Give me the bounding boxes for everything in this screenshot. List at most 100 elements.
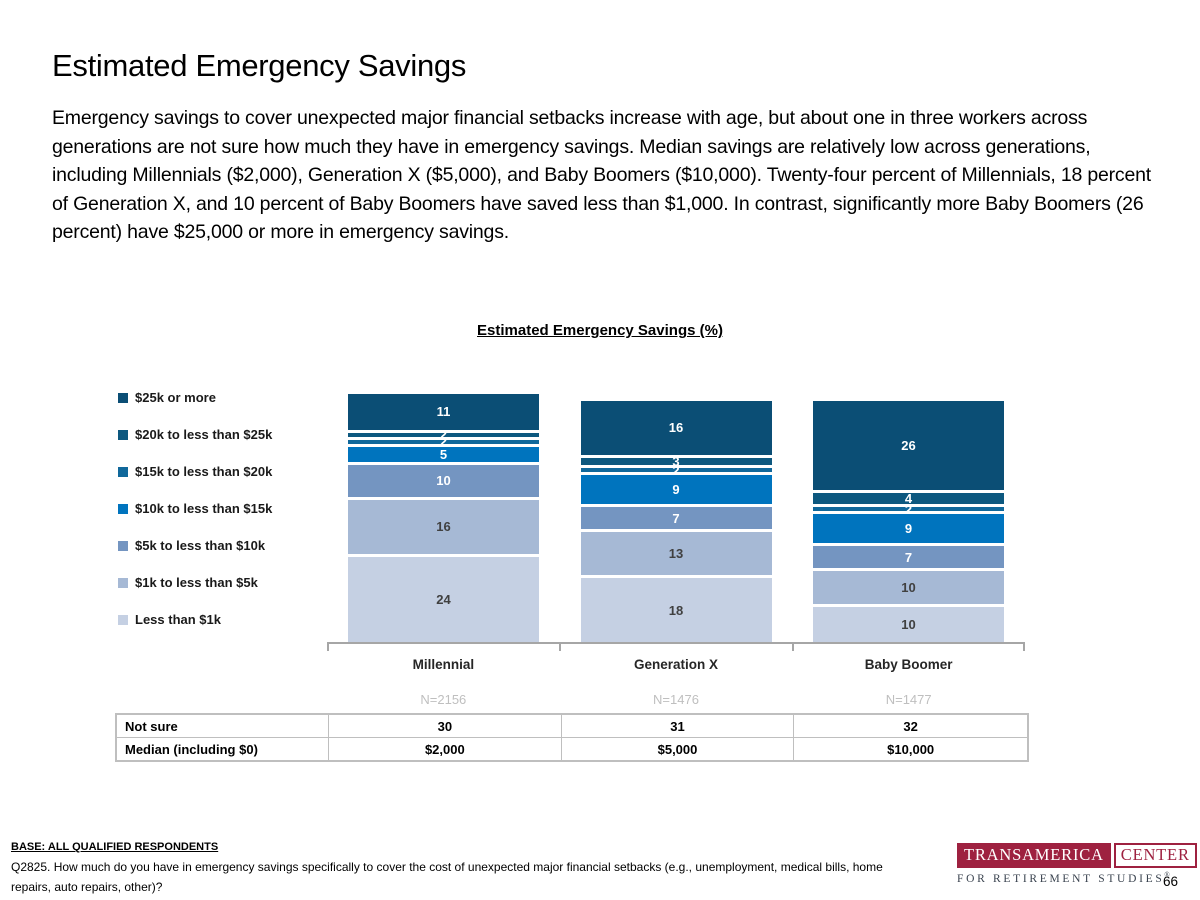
table-cell: 31: [561, 715, 795, 738]
question-note: Q2825. How much do you have in emergency…: [11, 860, 883, 894]
axis-tick: [1023, 642, 1025, 651]
category-labels: Millennial Generation X Baby Boomer: [327, 657, 1025, 672]
bar-segment: 9: [580, 475, 772, 508]
summary-table: Not sure 30 31 32 Median (including $0) $2,00…: [115, 713, 1029, 762]
bar-segment: 26: [813, 400, 1004, 494]
segment-value: 26: [901, 437, 916, 453]
segment-value: 7: [672, 510, 680, 526]
table-cell: $5,000: [562, 738, 795, 760]
chart-title: Estimated Emergency Savings (%): [477, 322, 723, 339]
logo-row: TRANSAMERICA CENTER: [957, 843, 1197, 868]
sample-size-labels: N=2156 N=1476 N=1477: [327, 692, 1025, 707]
legend-item: Less than $1k: [118, 601, 272, 638]
legend-label: $5k to less than $10k: [135, 538, 266, 553]
bar-segment: 2: [580, 464, 772, 477]
bar-segment: 7: [813, 546, 1004, 571]
registered-mark: ®: [1164, 871, 1170, 879]
legend-item: $25k or more: [118, 379, 272, 416]
segment-value: 13: [668, 546, 684, 562]
bar-generation-x: 16 3 2 9 7 13 18: [580, 400, 772, 642]
bar-segment: 4: [813, 491, 1004, 508]
bar-segment: 10: [813, 571, 1004, 607]
segment-value: 7: [904, 549, 913, 565]
segment-value: 2: [904, 501, 913, 517]
segment-value: 9: [672, 482, 680, 498]
segment-value: 9: [904, 521, 913, 537]
bar-segment: 2: [348, 435, 539, 448]
base-note: BASE: ALL QUALIFIED RESPONDENTS: [11, 841, 219, 853]
legend-swatch-icon: [118, 577, 128, 588]
legend-label: Less than $1k: [135, 612, 221, 627]
legend-label: $15k to less than $20k: [135, 464, 273, 479]
legend-label: $10k to less than $15k: [135, 501, 273, 516]
axis-tick: [327, 642, 329, 651]
segment-value: 2: [439, 434, 448, 450]
logo-tagline: FOR RETIREMENT STUDIES®: [957, 871, 1197, 885]
sample-size-label: N=1477: [885, 692, 932, 707]
legend-label: $25k or more: [135, 390, 216, 405]
legend-label: $20k to less than $25k: [135, 427, 273, 442]
legend-swatch-icon: [118, 429, 128, 440]
legend-item: $20k to less than $25k: [118, 416, 272, 453]
legend-swatch-icon: [118, 614, 128, 625]
bar-segment: 5: [348, 446, 539, 465]
category-label: Millennial: [412, 657, 475, 672]
segment-value: 11: [436, 404, 451, 420]
logo-center-text: CENTER: [1113, 843, 1197, 868]
segment-value: 18: [668, 602, 684, 618]
transamerica-center-logo: TRANSAMERICA CENTER FOR RETIREMENT STUDI…: [957, 843, 1197, 885]
legend-item: $15k to less than $20k: [118, 453, 272, 490]
bar-segment: 7: [580, 507, 772, 533]
legend-label: $1k to less than $5k: [135, 575, 258, 590]
segment-value: 24: [436, 591, 451, 607]
bar-segment: 11: [348, 393, 539, 433]
sample-size-label: N=1476: [653, 692, 699, 707]
sample-size-label: N=2156: [420, 692, 467, 707]
legend-item: $1k to less than $5k: [118, 564, 272, 601]
bar-segment: 2: [813, 503, 1004, 516]
bar-segment: 13: [580, 532, 772, 579]
legend-swatch-icon: [118, 392, 128, 403]
category-label: Baby Boomer: [864, 657, 953, 672]
segment-value: 3: [672, 453, 680, 469]
axis-tick: [791, 642, 794, 651]
logo-transamerica-text: TRANSAMERICA: [957, 843, 1111, 868]
table-row-label: Not sure: [117, 715, 329, 738]
bar-segment: 9: [813, 514, 1004, 547]
segment-value: 16: [668, 420, 684, 436]
bar-segment: 3: [580, 453, 772, 469]
legend-swatch-icon: [118, 540, 128, 551]
table-cell: 30: [329, 715, 562, 738]
axis-tick: [558, 642, 561, 651]
page-number: 66: [1163, 874, 1179, 889]
segment-value: 10: [436, 473, 451, 489]
stacked-bar-plot: 11 2 2 5 10 16 24 16 3 2 9 7 13 18 26 4 2 9 7 10 10: [327, 383, 1025, 651]
logo-tagline-text: FOR RETIREMENT STUDIES: [957, 872, 1165, 885]
bar-segment: 24: [348, 556, 539, 642]
bar-segment: 16: [580, 400, 772, 458]
table-cell: 32: [794, 715, 1027, 738]
segment-value: 10: [901, 616, 916, 632]
bar-segment: 18: [580, 578, 772, 642]
segment-value: 2: [672, 462, 680, 478]
bar-baby-boomer: 26 4 2 9 7 10 10: [813, 400, 1004, 642]
segment-value: 4: [904, 491, 913, 507]
bar-segment: 16: [348, 500, 539, 557]
legend-swatch-icon: [118, 466, 128, 477]
segment-value: 16: [436, 519, 451, 535]
segment-value: 2: [439, 427, 448, 443]
table-cell: $10,000: [887, 741, 935, 757]
table-cell: $2,000: [329, 738, 562, 760]
page-title: Estimated Emergency Savings: [52, 48, 467, 83]
bar-segment: 10: [813, 606, 1004, 642]
category-label: Generation X: [633, 657, 719, 672]
bar-segment: 2: [348, 428, 539, 441]
x-axis-line: [327, 642, 1025, 644]
legend-item: $10k to less than $15k: [118, 490, 272, 527]
segment-value: 5: [439, 446, 448, 462]
bar-millennial: 11 2 2 5 10 16 24: [348, 393, 539, 642]
bar-segment: 10: [348, 464, 539, 501]
intro-paragraph: Emergency savings to cover unexpected ma…: [52, 107, 1151, 243]
legend-item: $5k to less than $10k: [118, 527, 272, 564]
